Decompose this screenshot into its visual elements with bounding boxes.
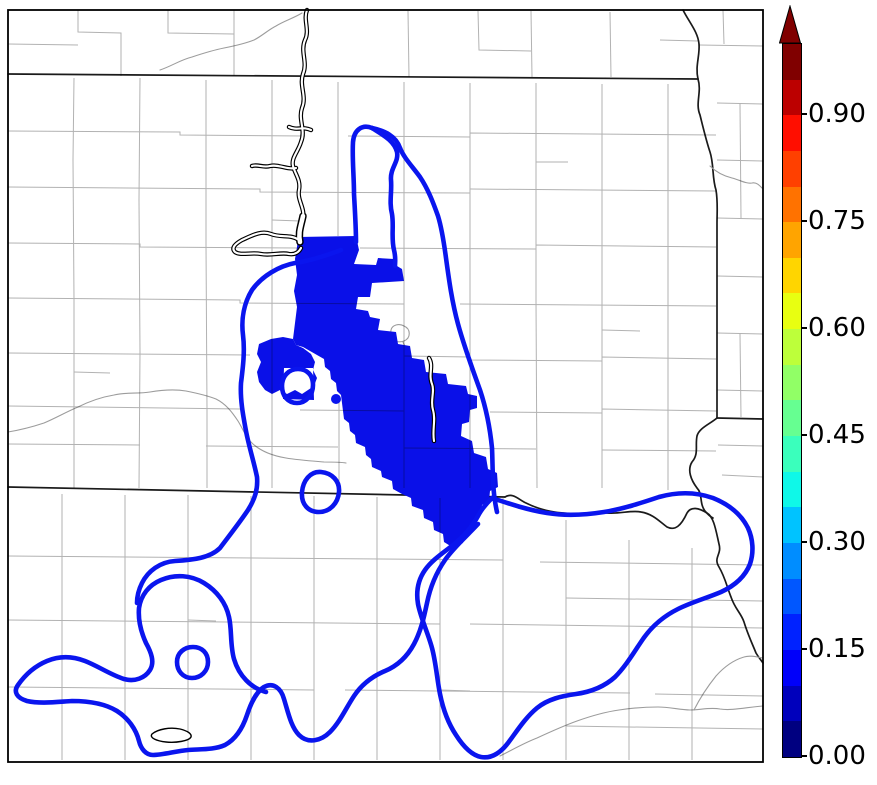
colorbar-segment-17 bbox=[783, 115, 801, 151]
contour-point-ring bbox=[331, 394, 341, 404]
colorbar-segment-11 bbox=[783, 329, 801, 365]
colorbar-segment-15 bbox=[783, 186, 801, 223]
colorbar-segment-8 bbox=[783, 436, 801, 472]
colorbar-segment-9 bbox=[783, 400, 801, 437]
colorbar-segment-18 bbox=[783, 79, 801, 116]
colorbar bbox=[782, 43, 802, 758]
colorbar-segment-13 bbox=[783, 257, 801, 294]
colorbar-tick bbox=[801, 755, 807, 757]
colorbar-segment-5 bbox=[783, 543, 801, 579]
colorbar-segment-7 bbox=[783, 471, 801, 508]
colorbar-tick bbox=[801, 327, 807, 330]
colorbar-extend-arrow bbox=[779, 5, 801, 44]
small-lakes bbox=[150, 727, 192, 743]
colorbar-segment-1 bbox=[783, 685, 801, 722]
colorbar-segment-4 bbox=[783, 578, 801, 615]
colorbar-segment-16 bbox=[783, 150, 801, 187]
colorbar-segment-0 bbox=[783, 721, 801, 757]
colorbar-tick bbox=[801, 648, 807, 651]
colorbar-segment-2 bbox=[783, 650, 801, 686]
colorbar-tick-label: 0.75 bbox=[808, 206, 866, 237]
colorbar-tick-label: 0.30 bbox=[808, 527, 866, 558]
colorbar-tick-label: 0.45 bbox=[808, 420, 866, 451]
colorbar-tick-label: 0.90 bbox=[808, 99, 866, 130]
colorbar-tick-label: 0.15 bbox=[808, 634, 866, 665]
colorbar-tick bbox=[801, 541, 807, 544]
forecast-map bbox=[7, 7, 764, 763]
colorbar-segment-3 bbox=[783, 614, 801, 651]
colorbar-segment-12 bbox=[783, 293, 801, 330]
colorbar-segment-19 bbox=[783, 43, 801, 80]
colorbar-segment-6 bbox=[783, 507, 801, 544]
map-frame bbox=[7, 9, 764, 763]
missouri-river-reservoir bbox=[231, 7, 437, 444]
colorbar-tick-label: 0.60 bbox=[808, 313, 866, 344]
colorbar-segment-10 bbox=[783, 364, 801, 401]
colorbar-tick-label: 0.00 bbox=[808, 741, 866, 771]
colorbar-tick bbox=[801, 113, 807, 116]
minor-rivers bbox=[7, 12, 764, 757]
colorbar-segment-14 bbox=[783, 222, 801, 258]
colorbar-segments bbox=[783, 43, 801, 757]
probability-contour bbox=[13, 124, 755, 760]
colorbar-tick bbox=[801, 434, 807, 437]
colorbar-tick bbox=[801, 220, 807, 223]
